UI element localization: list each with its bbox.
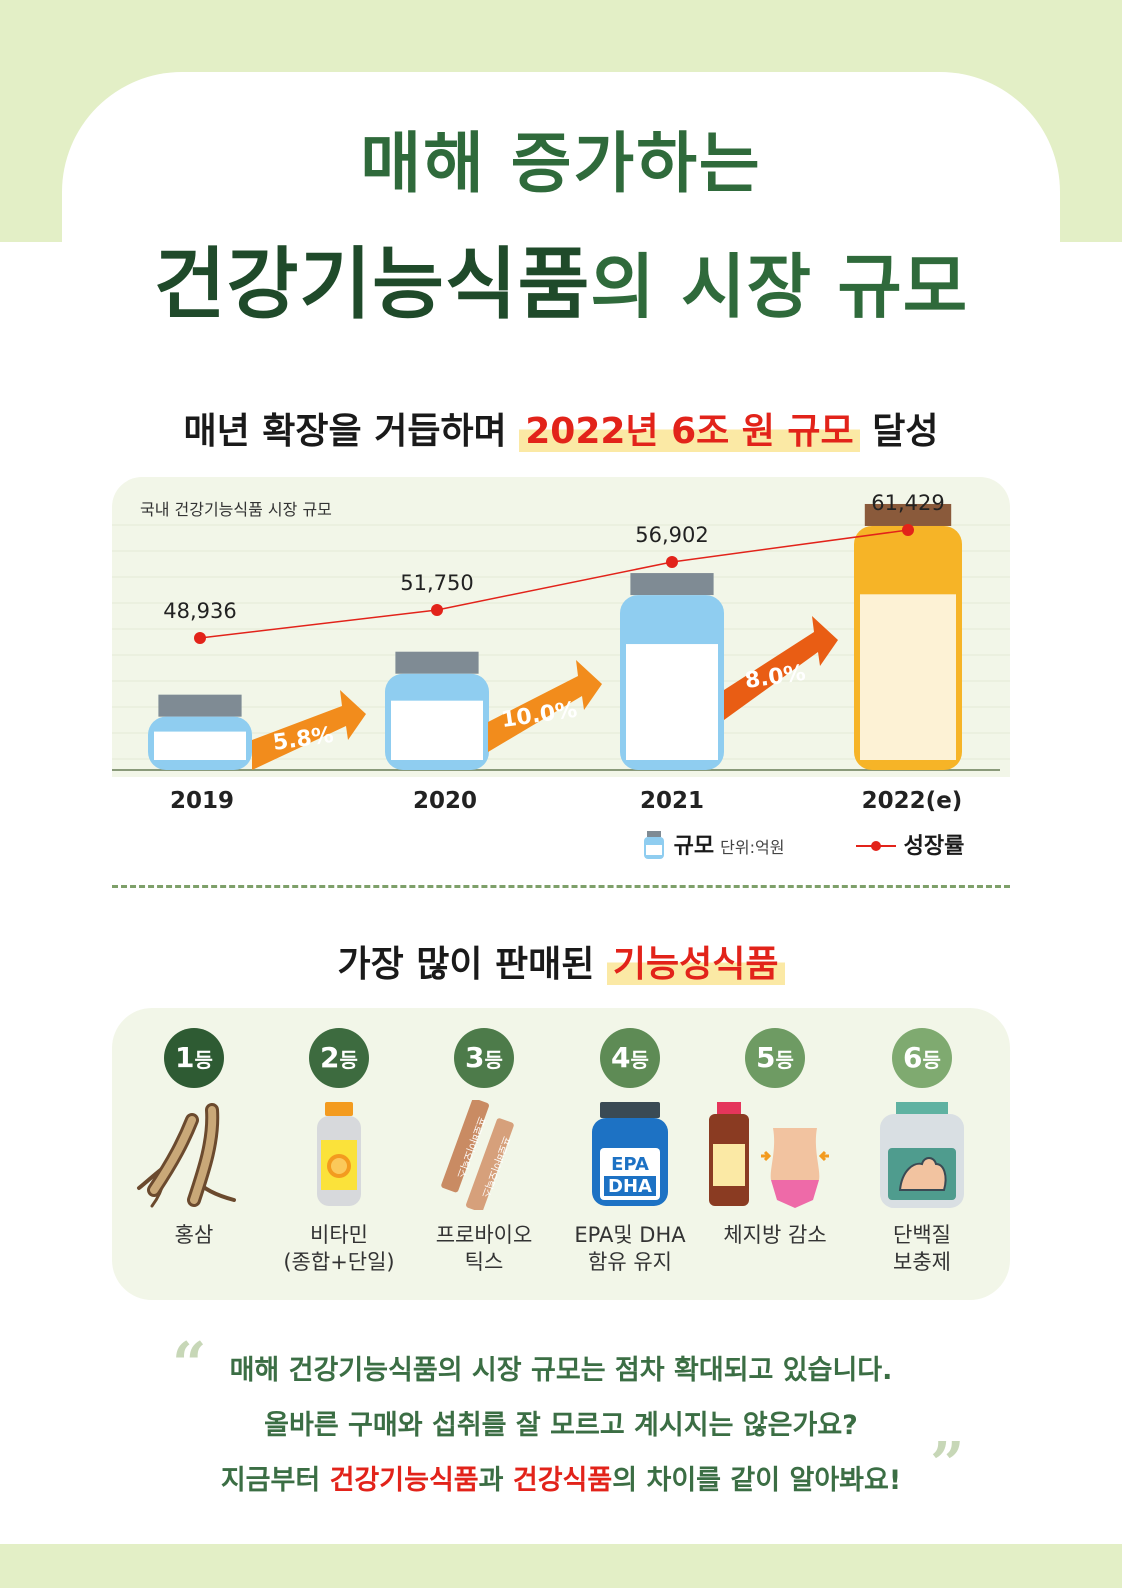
data-point: [902, 524, 914, 536]
market-size-chart: 5.8% 10.0% 8.0% 48,936 51,750 56,902 61,429: [112, 491, 1010, 771]
bar-label-panel: [391, 700, 483, 760]
rank-label: 체지방 감소: [723, 1223, 827, 1247]
growth-arrow: [252, 690, 366, 770]
x-tick-label: 2021: [639, 788, 704, 814]
quote-emphasis: 건강기능식품: [329, 1465, 479, 1496]
quote-line-1: 매해 건강기능식품의 시장 규모는 점차 확대되고 있습니다.: [229, 1355, 893, 1386]
ginseng-icon: [137, 1103, 236, 1208]
bar-label-panel: [154, 731, 246, 760]
growth-rate-label: 5.8%: [271, 723, 335, 756]
ranking-highlight: 기능성식품: [606, 944, 785, 985]
trend-line: [199, 529, 909, 639]
rank-label: 단백질 보충제: [893, 1223, 951, 1274]
growth-arrow: [488, 660, 602, 752]
quote-text: 지금부터: [220, 1465, 330, 1496]
rank-badge: 1등: [164, 1028, 224, 1088]
bar-label-panel: [626, 644, 718, 760]
legend-line-label: 성장률: [903, 834, 965, 859]
rank-badge: 4등: [600, 1028, 660, 1088]
bar-cap: [864, 503, 952, 526]
rank-item: 3등 프로바이오틱스 프로바이오틱스 프로바이오 틱스: [414, 1028, 554, 1276]
protein-icon: [880, 1102, 964, 1208]
x-tick-label: 2022(e): [861, 788, 963, 814]
top-card: [62, 72, 1060, 242]
rank-label: EPA및 DHA 함유 유지: [574, 1223, 686, 1274]
chart-title: 국내 건강기능식품 시장 규모: [140, 500, 332, 519]
growth-arrow: [724, 616, 838, 720]
ranking-panel: [112, 1008, 1010, 1300]
rank-item: 1등 홍삼: [124, 1028, 264, 1249]
growth-rate-label: 10.0%: [500, 698, 579, 733]
quote-line-3: 지금부터 건강기능식품과 건강식품의 차이를 같이 알아봐요!: [0, 1458, 1122, 1497]
data-point: [431, 604, 443, 616]
legend-unit: 단위:억원: [720, 838, 785, 857]
title-emphasis: 건강기능식품: [153, 240, 591, 330]
jar-legend-icon: [644, 831, 664, 859]
chart-headline: 매년 확장을 거듭하며 2022년 6조 원 규모 달성: [0, 402, 1122, 454]
data-label: 51,750: [400, 571, 473, 595]
epa-dha-icon: EPA DHA: [592, 1102, 668, 1206]
rank-badge: 3등: [454, 1028, 514, 1088]
legend-bar-label: 규모: [673, 834, 715, 859]
title-rest: 의 시장 규모: [590, 246, 969, 328]
data-label: 56,902: [635, 523, 708, 547]
bar-cap: [395, 651, 479, 674]
data-label: 48,936: [163, 599, 236, 623]
data-point: [666, 556, 678, 568]
x-tick-label: 2019: [169, 788, 234, 814]
rank-item: 2등 비타민 (종합+단일): [269, 1028, 409, 1276]
growth-rate-label: 8.0%: [743, 661, 807, 694]
headline-highlight: 2022년 6조 원 규모: [519, 411, 860, 452]
dha-text: DHA: [608, 1176, 652, 1197]
close-quote-icon: ”: [930, 1430, 965, 1500]
probiotics-icon: 프로바이오틱스 프로바이오틱스: [441, 1100, 514, 1210]
data-point: [194, 632, 206, 644]
page-title-line2: 건강기능식품의 시장 규모: [0, 222, 1122, 334]
x-tick-label: 2020: [412, 788, 477, 814]
quote-line-2: 올바른 구매와 섭취를 잘 모르고 계시지는 않은가요?: [264, 1410, 858, 1441]
headline-prefix: 매년 확장을 거듭하며: [183, 411, 520, 452]
bar-label-panel: [860, 594, 956, 760]
fat-loss-icon: [709, 1102, 829, 1208]
epa-text: EPA: [611, 1154, 649, 1175]
section-divider: [112, 885, 1010, 888]
rank-item: 4등 EPA DHA EPA및 DHA 함유 유지: [560, 1028, 700, 1276]
data-label: 61,429: [871, 491, 944, 515]
vitamin-icon: [317, 1102, 361, 1206]
legend-line: 성장률: [856, 828, 964, 860]
line-legend-icon: [856, 841, 896, 851]
rank-badge: 6등: [892, 1028, 952, 1088]
rank-item: 6등 단백질 보충제: [852, 1028, 992, 1276]
quote-emphasis: 건강식품: [512, 1465, 613, 1496]
headline-suffix: 달성: [859, 411, 939, 452]
rank-label: 프로바이오 틱스: [435, 1223, 533, 1274]
page-title-line1: 매해 증가하는: [360, 125, 762, 202]
bar-cap: [630, 573, 714, 596]
rank-label: 비타민 (종합+단일): [283, 1223, 395, 1274]
open-quote-icon: “: [172, 1330, 207, 1400]
rank-item: 5등 체지방 감소: [705, 1028, 845, 1249]
quote-text: 과: [478, 1465, 513, 1496]
content-sheet: [0, 242, 1122, 1544]
rank-badge: 5등: [745, 1028, 805, 1088]
rank-badge: 2등: [309, 1028, 369, 1088]
legend-bar: 규모 단위:억원: [642, 828, 784, 860]
ranking-headline: 가장 많이 판매된 기능성식품: [0, 935, 1122, 987]
quote-text: 의 차이를 같이 알아봐요!: [612, 1465, 902, 1496]
rank-label: 홍삼: [174, 1223, 214, 1247]
bar-cap: [158, 694, 242, 717]
ranking-prefix: 가장 많이 판매된: [337, 944, 607, 985]
